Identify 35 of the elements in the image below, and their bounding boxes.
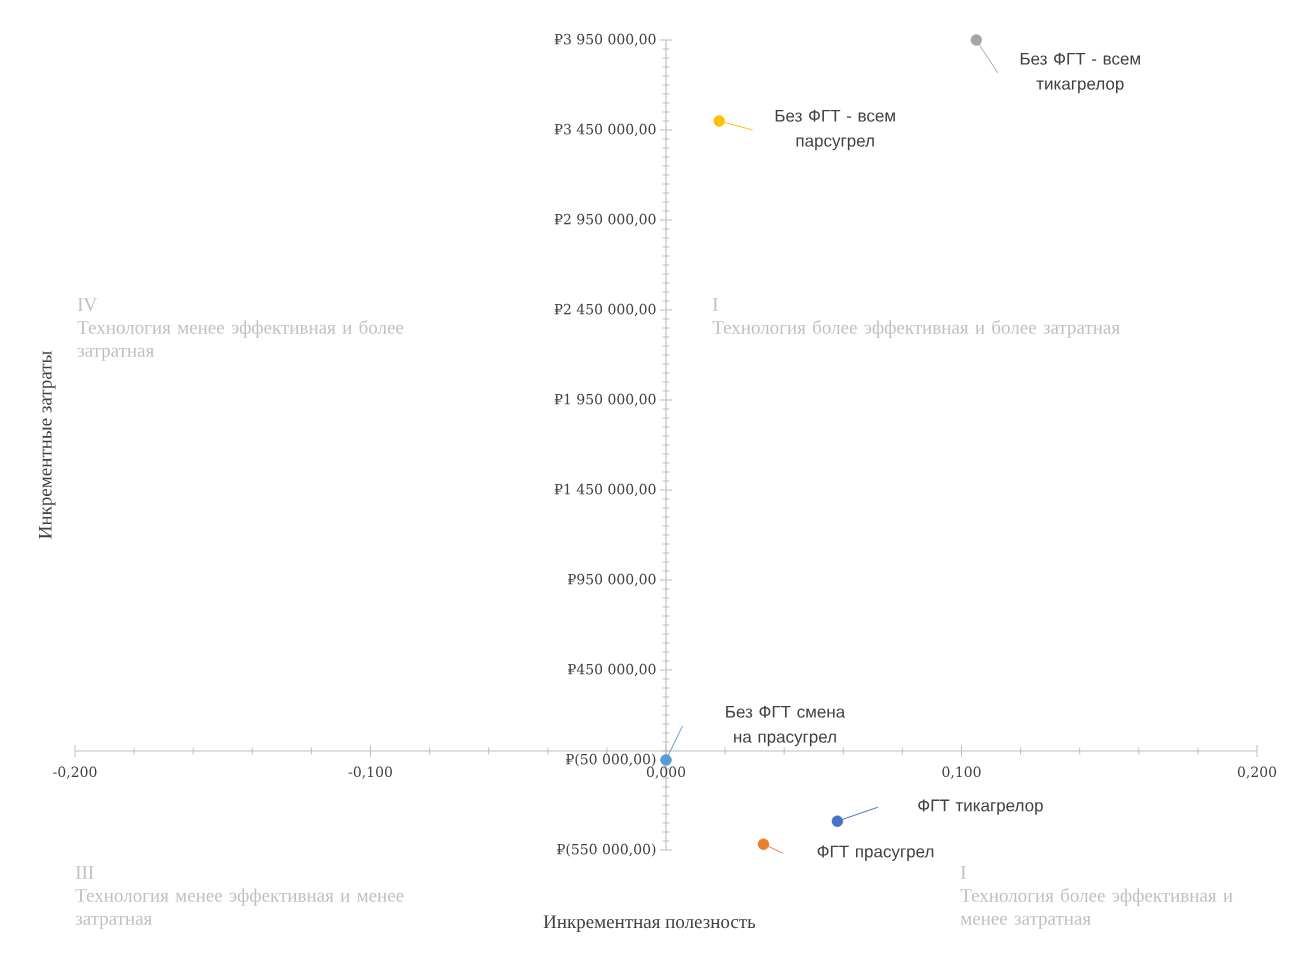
- y-tick-label: ₽2 950 000,00: [554, 213, 656, 227]
- x-tick-label: 0,200: [1237, 766, 1277, 779]
- annotation: Технология более эффективная и более затратная: [712, 320, 1120, 338]
- x-tick-label: 0,100: [942, 766, 981, 779]
- y-tick-label: ₽1 450 000,00: [554, 483, 656, 497]
- text: I: [960, 866, 966, 879]
- point: [970, 34, 982, 46]
- point: [757, 838, 770, 850]
- y-axis-title: Инкрементные затраты: [39, 351, 56, 539]
- x-axis-title: Инкрементная полезность: [543, 915, 756, 933]
- text: Технология менее эффективная и менее затратная: [75, 888, 404, 929]
- point: [713, 115, 725, 127]
- y-tick-label: ₽(550 000,00): [557, 843, 656, 857]
- y-tick-label: ₽2 450 000,00: [554, 303, 656, 317]
- legend-label: ФГТ тикагрелор: [918, 799, 1043, 815]
- x-tick-label: -0,100: [348, 766, 392, 779]
- point: [660, 754, 672, 766]
- text: Без ФГТ смена на прасугрел: [726, 705, 846, 747]
- text: III: [75, 866, 94, 879]
- legend-label: Без ФГТ - всем парсугрел: [775, 109, 895, 151]
- annotation: Технология менее эффективная и более затратная: [77, 320, 404, 361]
- legend-label: Без ФГТ - всем тикагрелор: [1020, 52, 1140, 94]
- x-tick-label: 0,000: [646, 766, 686, 779]
- text: Технология более эффективная и менее затратная: [960, 888, 1233, 929]
- y-tick-label: ₽(50 000,00): [566, 753, 656, 767]
- legend-label: ФГТ прасугрел: [817, 845, 934, 861]
- x-tick-label: -0,200: [53, 766, 97, 779]
- y-tick-label: ₽3 450 000,00: [554, 123, 656, 137]
- annotation: IV: [77, 298, 98, 311]
- annotation: I: [712, 298, 718, 311]
- y-tick-label: ₽1 950 000,00: [554, 393, 656, 407]
- y-tick-label: ₽3 950 000,00: [554, 33, 656, 47]
- y-tick-label: ₽450 000,00: [568, 663, 656, 677]
- y-tick-label: ₽950 000,00: [568, 573, 656, 587]
- point: [831, 815, 844, 827]
